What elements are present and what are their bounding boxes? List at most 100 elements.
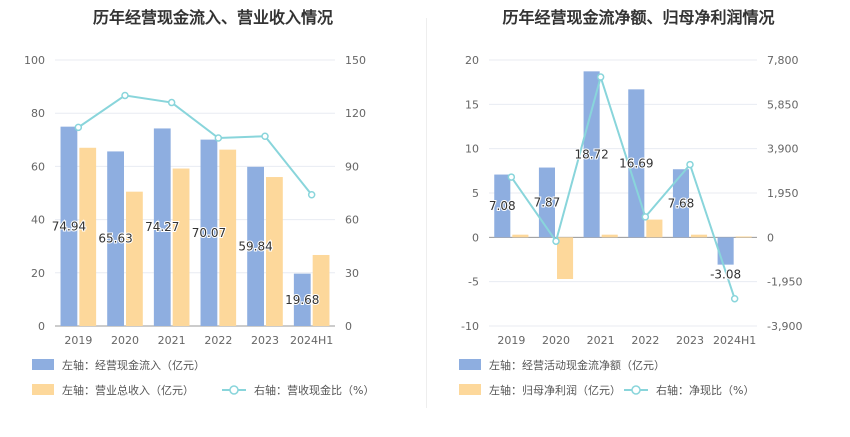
data-label: 65.63: [98, 232, 132, 246]
line-point: [261, 132, 269, 141]
x-tick-label: 2022: [204, 334, 232, 347]
legend-label: 左轴：营业总收入（亿元）: [62, 383, 194, 397]
chart-panel-cash-inflow: 历年经营现金流入、营业收入情况 0 20 40 60 80 100 0 30 60 90 120 15…: [24, 8, 374, 397]
data-label: 7.68: [668, 196, 695, 210]
line-point: [686, 160, 694, 169]
y-left-tick-label: 20: [31, 267, 45, 280]
x-tick-label: 2021: [587, 334, 615, 347]
data-label: 7.87: [534, 195, 561, 209]
legend-swatch-marker: [229, 385, 239, 395]
line-point: [307, 191, 316, 199]
bar-secondary: [312, 254, 330, 326]
line-point: [596, 73, 605, 81]
legend-swatch-bar: [32, 359, 54, 370]
data-label: 7.08: [489, 199, 516, 213]
bar-secondary: [735, 236, 752, 238]
line-point: [507, 173, 516, 181]
bar-secondary: [266, 177, 283, 326]
y-right-tick-label: 60: [345, 214, 359, 227]
y-left-tick-label: 5: [472, 187, 479, 200]
chart-canvas: -10 -5 0 5 10 15 20 -3,900 -1,950 0 1,950 3,900 5,85…: [459, 54, 802, 397]
bar-secondary: [126, 191, 143, 326]
x-tick-label: 2023: [676, 334, 704, 347]
x-tick-label: 2019: [64, 334, 92, 347]
x-tick-label: 2020: [111, 334, 139, 347]
data-label: -3.08: [710, 268, 741, 282]
y-right-tick-label: 120: [345, 107, 366, 120]
legend-swatch-bar: [32, 384, 54, 395]
y-right-tick-label: 5,850: [767, 98, 799, 111]
data-label: 59.84: [238, 239, 272, 253]
bar-primary: [293, 273, 311, 326]
chart-canvas: 0 20 40 60 80 100 0 30 60 90 120 150 2019 2020 2021 202…: [24, 54, 374, 397]
data-label: 16.69: [619, 156, 653, 170]
bar-secondary: [601, 234, 618, 238]
y-right-tick-label: 0: [345, 320, 352, 333]
y-right-tick-label: -1,950: [767, 276, 802, 289]
y-right-tick-label: 3,900: [767, 143, 799, 156]
chart-title: 历年经营现金流净额、归母净利润情况: [502, 8, 775, 27]
bar-primary: [672, 169, 689, 238]
bar-secondary: [219, 149, 237, 326]
x-tick-label: 2024H1: [290, 334, 333, 347]
y-left-tick-label: 80: [31, 107, 45, 120]
bar-primary: [538, 167, 555, 238]
y-right-tick-label: -3,900: [767, 320, 802, 333]
bar-secondary: [646, 219, 663, 238]
x-tick-label: 2024H1: [713, 334, 756, 347]
y-left-tick-label: 10: [465, 143, 479, 156]
y-left-tick-label: -5: [468, 276, 479, 289]
y-left-tick-label: 20: [465, 54, 479, 67]
y-right-tick-label: 30: [345, 267, 359, 280]
x-tick-label: 2023: [251, 334, 279, 347]
legend-label: 左轴：归母净利润（亿元）: [489, 383, 621, 397]
y-left-tick-label: 0: [38, 320, 45, 333]
data-label: 70.07: [192, 226, 226, 240]
bar-primary: [494, 174, 511, 238]
y-left-tick-label: 15: [465, 98, 479, 111]
y-right-tick-label: 7,800: [767, 54, 799, 67]
x-tick-label: 2021: [158, 334, 186, 347]
panel-divider: [426, 18, 427, 408]
line-point: [730, 294, 739, 303]
y-right-tick-label: 90: [345, 160, 359, 173]
legend-swatch-bar: [459, 359, 481, 370]
line-point: [167, 98, 176, 107]
line-point: [74, 123, 83, 132]
legend-label: 右轴：净现比（%）: [656, 383, 754, 397]
legend-swatch-marker: [631, 385, 641, 395]
data-label: 74.27: [145, 220, 179, 234]
y-left-tick-label: 100: [24, 54, 45, 67]
bar-primary: [247, 166, 264, 326]
bar-secondary: [691, 234, 708, 238]
data-label: 19.68: [285, 293, 319, 307]
data-label: 74.94: [52, 219, 86, 233]
bar-primary: [200, 139, 218, 326]
line-series: [77, 94, 313, 196]
line-point: [641, 213, 650, 221]
bar-secondary: [557, 237, 574, 280]
bar-primary: [107, 151, 124, 326]
y-left-tick-label: 40: [31, 214, 45, 227]
data-label: 18.72: [574, 147, 608, 161]
bar-secondary: [172, 168, 190, 326]
line-point: [552, 237, 560, 245]
bar-primary: [583, 71, 600, 238]
y-left-tick-label: 60: [31, 160, 45, 173]
legend-label: 左轴：经营现金流入（亿元）: [62, 358, 205, 372]
x-tick-label: 2020: [542, 334, 570, 347]
line-point: [121, 91, 129, 100]
chart-panel-net-cash: 历年经营现金流净额、归母净利润情况 -10 -5 0 5 10 15 20 -3,900 -1,…: [427, 0, 850, 437]
bar-secondary: [79, 147, 97, 326]
legend-label: 左轴：经营活动现金流净额（亿元）: [489, 358, 665, 372]
y-left-tick-label: 0: [472, 231, 479, 244]
bar-primary: [717, 237, 734, 265]
y-right-tick-label: 1,950: [767, 187, 799, 200]
bar-secondary: [512, 234, 529, 238]
y-right-tick-label: 0: [767, 231, 774, 244]
x-tick-label: 2022: [631, 334, 659, 347]
bar-primary: [60, 126, 78, 326]
bar-primary: [153, 128, 171, 326]
line-point: [214, 134, 223, 142]
